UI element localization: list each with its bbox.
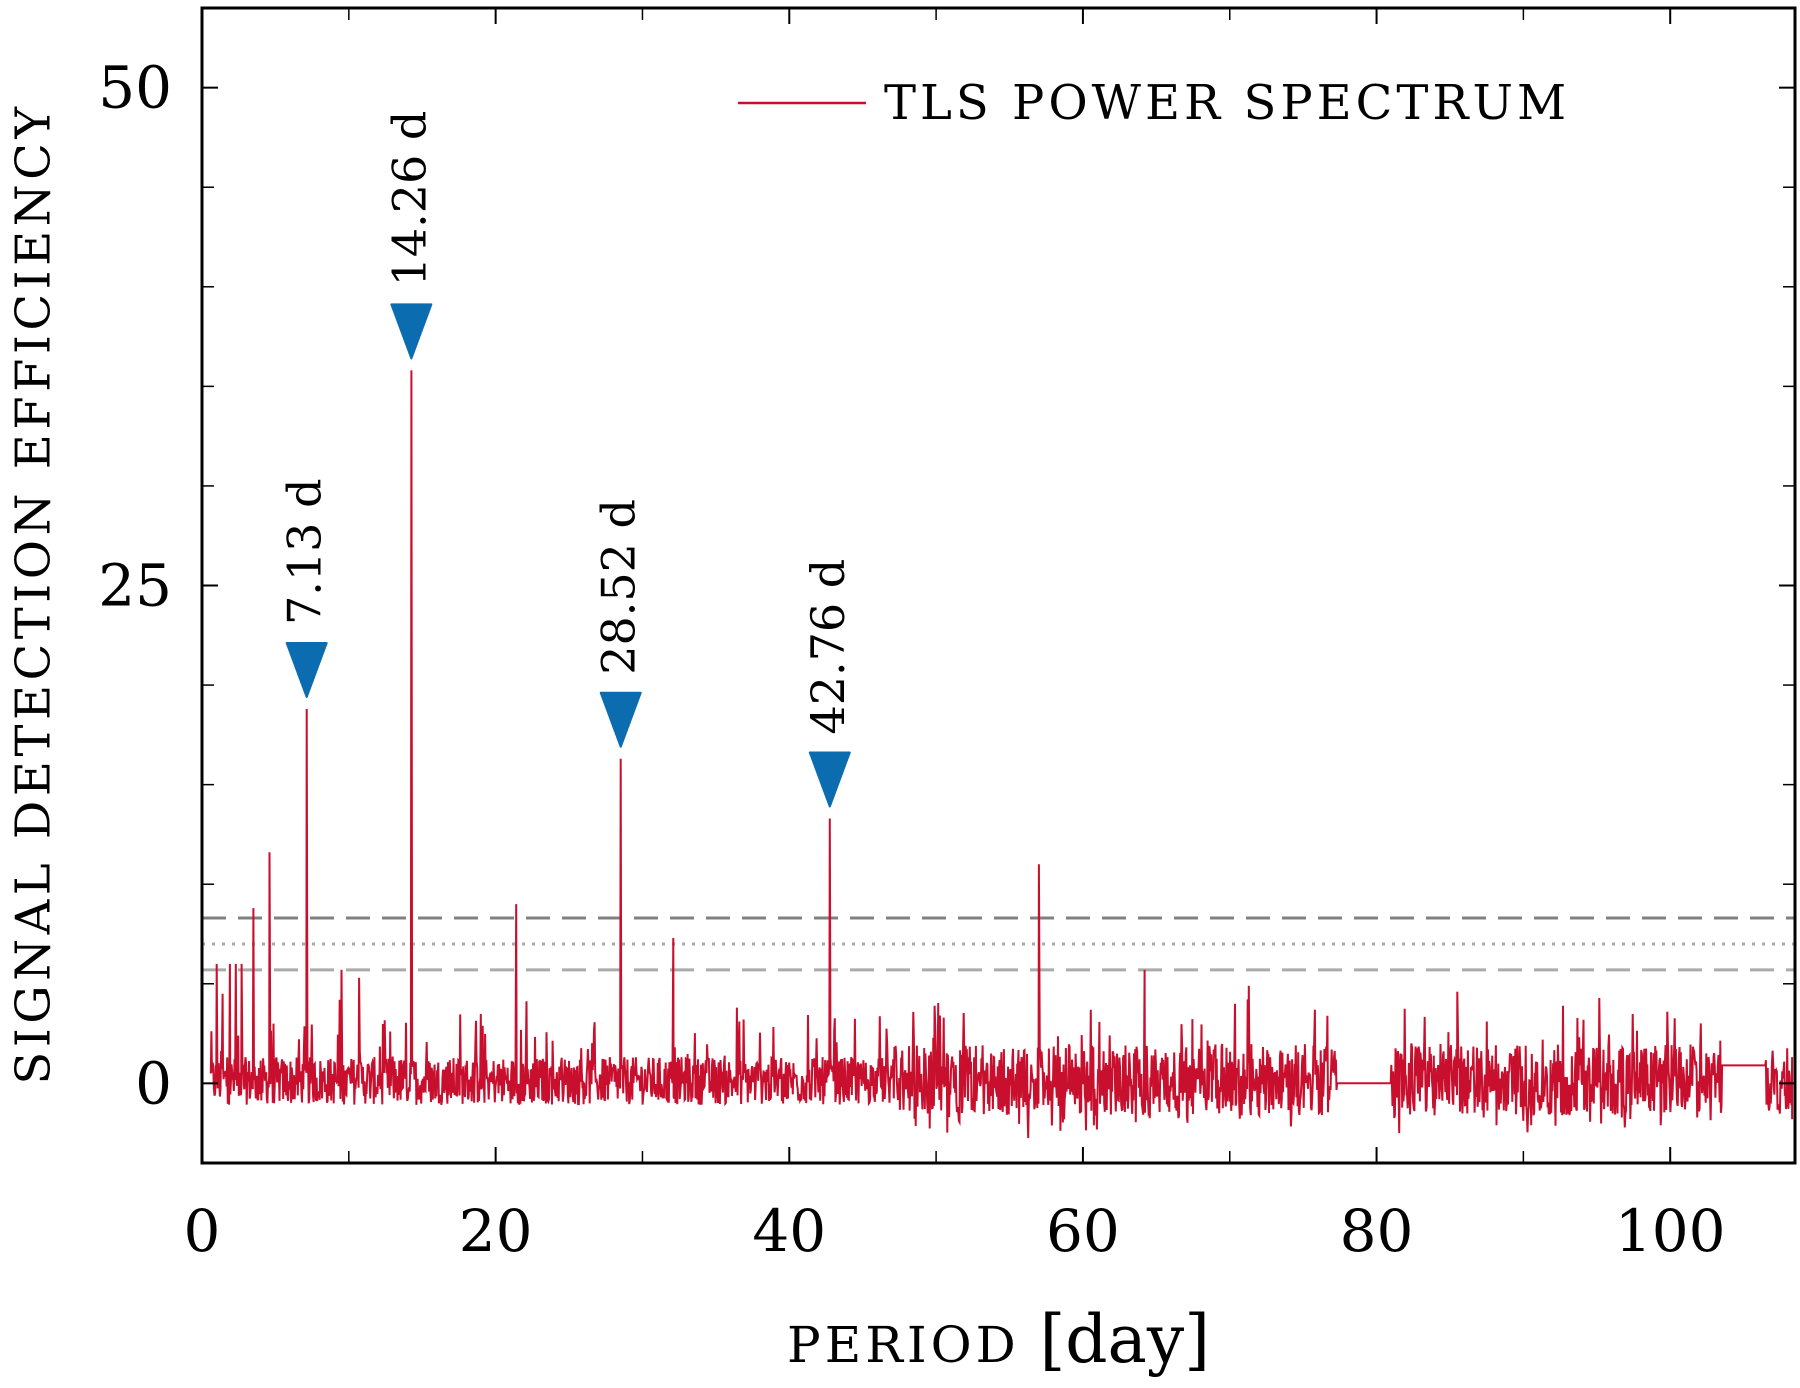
series-line-tls-power <box>209 370 1794 1139</box>
peak-label-0: 7.13 d <box>278 478 332 625</box>
x-tick-label: 80 <box>1340 1197 1414 1265</box>
x-tick-label: 100 <box>1615 1197 1726 1265</box>
peak-marker-0 <box>285 641 328 698</box>
x-tick-label: 60 <box>1046 1197 1120 1265</box>
plot-frame <box>200 6 1797 1165</box>
peak-annotations: 7.13 d 14.26 d 28.52 d 42.76 d <box>278 111 855 808</box>
y-tick-label: 50 <box>98 54 172 122</box>
y-tick-label: 25 <box>98 552 172 620</box>
peak-label-2: 28.52 d <box>592 499 646 675</box>
x-tick-label: 20 <box>459 1197 533 1265</box>
y-tick-label: 0 <box>135 1049 172 1117</box>
peak-marker-2 <box>599 691 642 748</box>
legend: TLS POWER SPECTRUM <box>738 75 1570 131</box>
x-tick-label: 0 <box>184 1197 221 1265</box>
peak-marker-3 <box>808 751 851 808</box>
threshold-lines <box>202 916 1795 972</box>
x-axis-title-unit: [day] <box>1040 1301 1210 1378</box>
axis-ticks: 0 20 40 60 80 100 0 25 50 <box>98 8 1795 1265</box>
series-layer <box>209 370 1794 1139</box>
legend-label: TLS POWER SPECTRUM <box>884 75 1570 131</box>
y-axis-title: SIGNAL DETECTION EFFICIENCY <box>6 102 62 1084</box>
x-axis-title-main: PERIOD <box>787 1316 1040 1374</box>
x-axis-title: PERIOD [day] <box>787 1301 1210 1378</box>
peak-label-3: 42.76 d <box>801 559 855 735</box>
x-tick-label: 40 <box>752 1197 826 1265</box>
peak-marker-1 <box>390 303 433 360</box>
peak-label-1: 14.26 d <box>382 111 436 287</box>
